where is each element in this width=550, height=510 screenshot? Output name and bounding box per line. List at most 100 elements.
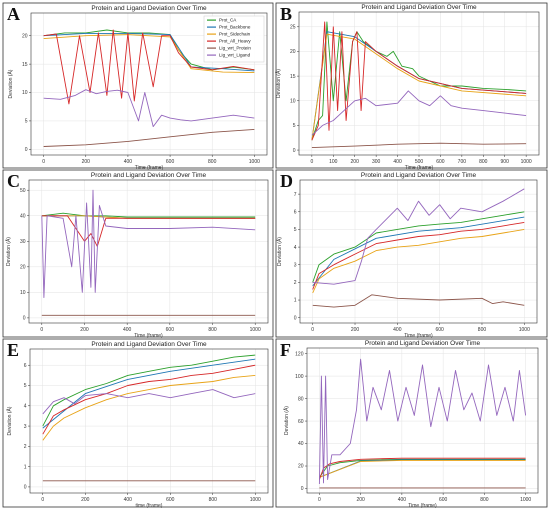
x-tick-label: 400 bbox=[393, 159, 402, 165]
y-tick-label: 5 bbox=[25, 119, 28, 125]
legend-label: Prot_All_Heavy bbox=[219, 39, 251, 44]
series-line-lig-wrt-ligand bbox=[312, 188, 525, 285]
x-tick-label: 1000 bbox=[250, 327, 261, 333]
series-line-prot-all-heavy bbox=[43, 29, 255, 105]
series-line-prot-backbone bbox=[312, 216, 525, 287]
x-tick-label: 0 bbox=[310, 159, 313, 165]
y-tick-label: 0 bbox=[301, 486, 304, 492]
legend-label: Lig_wrt_Ligand bbox=[219, 53, 251, 58]
y-tick-label: 4 bbox=[294, 245, 297, 251]
y-tick-label: 2 bbox=[294, 280, 297, 286]
series-line-prot-all-heavy bbox=[42, 364, 256, 435]
chart-title: Protein and Ligand Deviation Over Time bbox=[361, 172, 477, 179]
plot-area bbox=[307, 348, 538, 493]
panel-letter: F bbox=[280, 340, 291, 360]
y-axis-label: Deviation (Å) bbox=[275, 69, 282, 98]
x-tick-label: 200 bbox=[351, 159, 360, 165]
y-tick-label: 0 bbox=[23, 316, 26, 322]
y-tick-label: 5 bbox=[293, 123, 296, 129]
series-line-prot-ca bbox=[312, 211, 525, 283]
chart-title: Protein and Ligand Deviation Over Time bbox=[91, 341, 207, 348]
x-tick-label: 400 bbox=[393, 327, 402, 333]
plot-area bbox=[30, 349, 268, 493]
y-axis-label: Deviation (Å) bbox=[283, 406, 290, 435]
x-tick-label: 1000 bbox=[250, 497, 261, 503]
series-line-prot-ca bbox=[41, 212, 256, 218]
y-tick-label: 5 bbox=[24, 383, 27, 389]
y-tick-label: 20 bbox=[290, 49, 296, 55]
y-tick-label: 30 bbox=[20, 239, 26, 245]
series-line-prot-backbone bbox=[43, 32, 255, 72]
x-tick-label: 400 bbox=[398, 497, 407, 503]
x-tick-label: 1000 bbox=[521, 159, 532, 165]
y-tick-label: 15 bbox=[290, 74, 296, 80]
x-tick-label: 200 bbox=[80, 327, 89, 333]
y-tick-label: 4 bbox=[24, 403, 27, 409]
series-line-prot-ca bbox=[42, 354, 256, 427]
x-tick-label: 800 bbox=[480, 497, 489, 503]
y-tick-label: 100 bbox=[295, 374, 304, 380]
y-tick-label: 0 bbox=[25, 147, 28, 153]
y-tick-label: 60 bbox=[298, 419, 304, 425]
x-tick-label: 600 bbox=[439, 497, 448, 503]
x-axis-label: Time (frame) bbox=[405, 165, 434, 171]
series-line-prot-sidechain bbox=[311, 33, 527, 141]
x-axis-label: Time (frame) bbox=[408, 503, 437, 509]
y-tick-label: 3 bbox=[294, 262, 297, 268]
axes-box bbox=[30, 12, 268, 156]
x-tick-label: 800 bbox=[478, 327, 487, 333]
legend-label: Prot_Sidechain bbox=[219, 32, 251, 37]
y-tick-label: 5 bbox=[294, 227, 297, 233]
chart-title: Protein and Ligand Deviation Over Time bbox=[91, 5, 207, 12]
series-line-prot-backbone bbox=[42, 358, 256, 429]
x-tick-label: 300 bbox=[372, 159, 381, 165]
axes-box bbox=[299, 179, 538, 324]
series-line-prot-sidechain bbox=[43, 34, 255, 74]
x-axis-label: Time (frame) bbox=[404, 333, 433, 339]
x-tick-label: 800 bbox=[209, 497, 218, 503]
y-tick-label: 1 bbox=[24, 464, 27, 470]
x-tick-label: 1000 bbox=[519, 327, 530, 333]
series-line-prot-sidechain bbox=[42, 374, 256, 441]
panel-b: 0 100 200 300 400 500 600 700 800 900 1000 0 5 10 15 20… bbox=[275, 2, 548, 171]
series-line-lig-wrt-protein bbox=[43, 128, 255, 147]
x-tick-label: 0 bbox=[40, 327, 43, 333]
y-tick-label: 0 bbox=[294, 315, 297, 321]
x-tick-label: 0 bbox=[311, 327, 314, 333]
legend-label: Lig_wrt_Protein bbox=[219, 46, 251, 51]
x-tick-label: 0 bbox=[41, 497, 44, 503]
x-tick-label: 500 bbox=[415, 159, 424, 165]
y-axis-label: Deviation (Å) bbox=[5, 237, 12, 266]
series-line-prot-all-heavy bbox=[311, 21, 527, 141]
panel-e: 0 200 400 600 800 1000 0 1 2 3 4 5 6 Protein and Liga… bbox=[2, 338, 274, 509]
y-tick-label: 10 bbox=[20, 290, 26, 296]
x-tick-label: 800 bbox=[479, 159, 488, 165]
y-tick-label: 0 bbox=[293, 148, 296, 154]
axes-box bbox=[29, 348, 269, 494]
panel-letter: D bbox=[280, 171, 293, 191]
series-line-lig-wrt-protein bbox=[311, 142, 527, 149]
series-line-prot-all-heavy bbox=[312, 221, 525, 290]
y-tick-label: 40 bbox=[20, 213, 26, 219]
y-tick-label: 6 bbox=[24, 363, 27, 369]
series-line-lig-wrt-ligand bbox=[43, 89, 255, 128]
y-tick-label: 20 bbox=[20, 265, 26, 271]
y-axis-label: Deviation (Å) bbox=[7, 69, 14, 98]
x-tick-label: 800 bbox=[208, 327, 217, 333]
x-axis-label: time (frame) bbox=[136, 503, 163, 509]
legend-label: Prot_Backbone bbox=[219, 25, 251, 30]
x-tick-label: 600 bbox=[166, 159, 175, 165]
x-tick-label: 800 bbox=[208, 159, 217, 165]
series-line-prot-sidechain bbox=[319, 459, 526, 478]
x-tick-label: 600 bbox=[166, 497, 175, 503]
series-line-lig-wrt-ligand bbox=[311, 90, 527, 136]
panel-d: 0 200 400 600 800 1000 0 1 2 3 4 5 6 7 Protein and Lig… bbox=[275, 169, 548, 339]
y-tick-label: 20 bbox=[298, 464, 304, 470]
x-axis-label: Time (frame) bbox=[135, 165, 164, 171]
y-axis-label: Deviation (Å) bbox=[6, 406, 13, 435]
x-tick-label: 200 bbox=[81, 497, 90, 503]
x-axis-label: Time (frame) bbox=[134, 333, 163, 339]
series-line-prot-sidechain bbox=[312, 228, 525, 294]
x-tick-label: 600 bbox=[166, 327, 175, 333]
